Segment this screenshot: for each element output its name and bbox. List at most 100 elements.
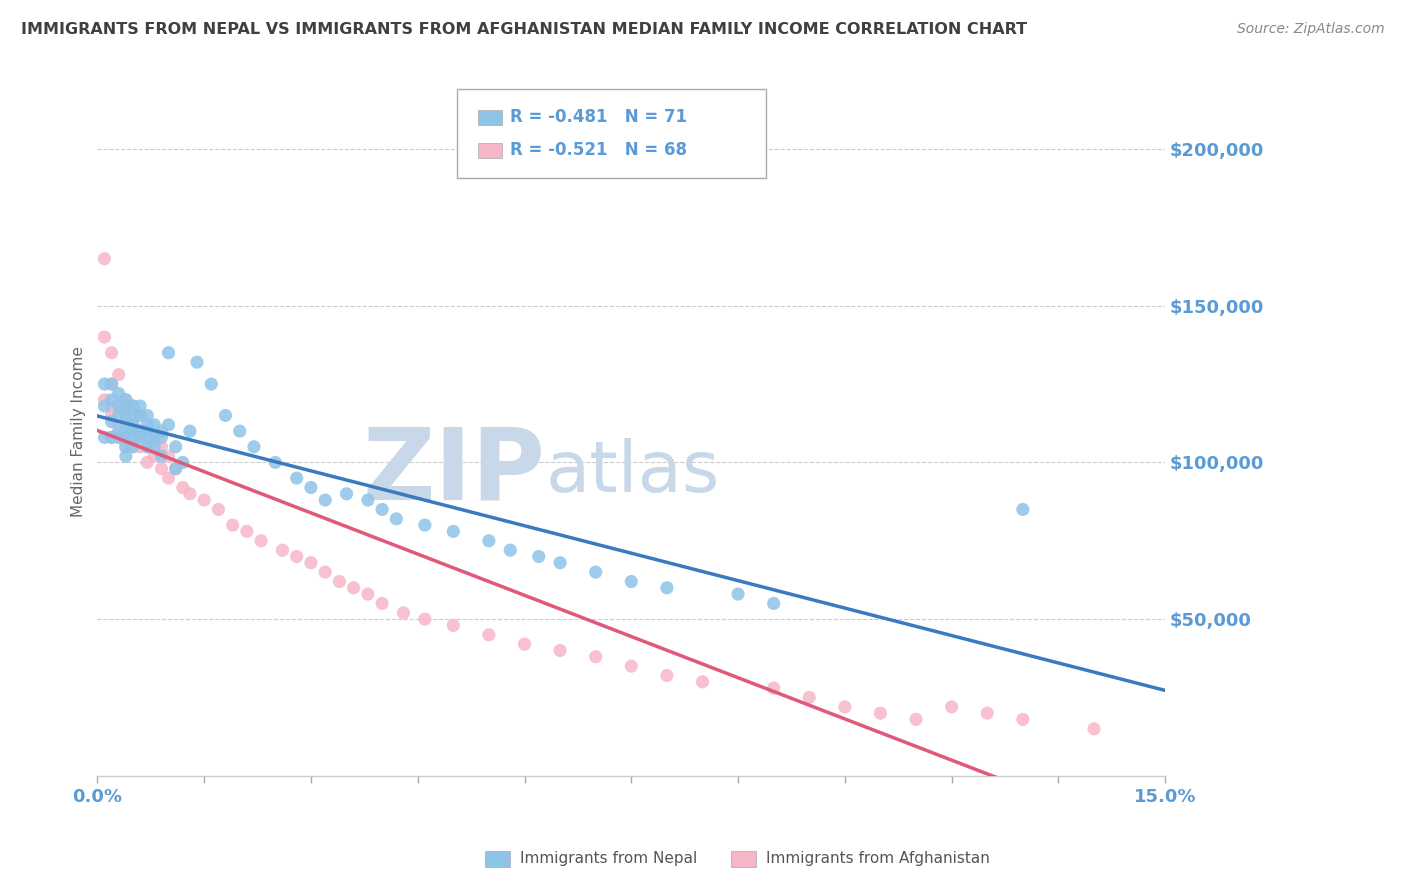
- Point: [107, 430, 129, 444]
- Point: [93, 377, 115, 392]
- Point: [114, 417, 136, 432]
- Text: Source: ZipAtlas.com: Source: ZipAtlas.com: [1237, 22, 1385, 37]
- Text: Immigrants from Nepal: Immigrants from Nepal: [520, 851, 697, 865]
- Point: [186, 355, 208, 369]
- Point: [107, 417, 129, 432]
- Point: [441, 618, 464, 632]
- Point: [122, 430, 145, 444]
- Point: [100, 392, 122, 407]
- Point: [107, 399, 129, 413]
- Y-axis label: Median Family Income: Median Family Income: [72, 346, 86, 516]
- Point: [136, 440, 159, 454]
- Point: [328, 574, 350, 589]
- Point: [905, 713, 928, 727]
- Point: [93, 430, 115, 444]
- Point: [93, 392, 115, 407]
- Point: [172, 481, 194, 495]
- Point: [100, 377, 122, 392]
- Point: [150, 430, 173, 444]
- Point: [100, 409, 122, 423]
- Point: [1083, 722, 1105, 736]
- Point: [548, 643, 571, 657]
- Point: [136, 417, 159, 432]
- Point: [100, 430, 122, 444]
- Point: [107, 399, 129, 413]
- Point: [413, 612, 436, 626]
- Point: [799, 690, 821, 705]
- Point: [143, 417, 166, 432]
- Point: [236, 524, 259, 539]
- Point: [136, 430, 159, 444]
- Point: [157, 449, 180, 463]
- Point: [314, 493, 336, 508]
- Point: [107, 409, 129, 423]
- Point: [143, 430, 166, 444]
- Point: [143, 449, 166, 463]
- Point: [129, 399, 152, 413]
- Point: [122, 399, 145, 413]
- Point: [499, 543, 522, 558]
- Point: [179, 424, 201, 438]
- Point: [122, 440, 145, 454]
- Point: [122, 424, 145, 438]
- Point: [157, 345, 180, 359]
- Point: [692, 674, 714, 689]
- Point: [129, 430, 152, 444]
- Point: [271, 543, 294, 558]
- Point: [620, 574, 643, 589]
- Point: [122, 399, 145, 413]
- Point: [100, 345, 122, 359]
- Point: [357, 493, 380, 508]
- Text: atlas: atlas: [546, 438, 720, 507]
- Point: [129, 440, 152, 454]
- Point: [513, 637, 536, 651]
- Point: [122, 409, 145, 423]
- Point: [172, 455, 194, 469]
- Point: [114, 430, 136, 444]
- Point: [165, 461, 187, 475]
- Point: [335, 487, 357, 501]
- Text: Immigrants from Afghanistan: Immigrants from Afghanistan: [766, 851, 990, 865]
- Point: [107, 386, 129, 401]
- Point: [200, 377, 222, 392]
- Point: [136, 409, 159, 423]
- Point: [585, 565, 607, 579]
- Point: [100, 430, 122, 444]
- Text: ZIP: ZIP: [363, 424, 546, 521]
- Point: [143, 440, 166, 454]
- Point: [1011, 502, 1033, 516]
- Point: [107, 368, 129, 382]
- Point: [762, 597, 785, 611]
- Point: [371, 597, 394, 611]
- Point: [114, 392, 136, 407]
- Point: [478, 628, 501, 642]
- Point: [93, 399, 115, 413]
- Point: [413, 518, 436, 533]
- Point: [100, 377, 122, 392]
- Point: [264, 455, 287, 469]
- Point: [129, 409, 152, 423]
- Point: [150, 449, 173, 463]
- Point: [129, 409, 152, 423]
- Point: [869, 706, 891, 721]
- Point: [620, 659, 643, 673]
- Point: [207, 502, 229, 516]
- Point: [655, 581, 678, 595]
- Point: [392, 606, 415, 620]
- Point: [1011, 713, 1033, 727]
- Point: [136, 455, 159, 469]
- Point: [385, 512, 408, 526]
- Point: [100, 415, 122, 429]
- Point: [122, 424, 145, 438]
- Point: [357, 587, 380, 601]
- Point: [441, 524, 464, 539]
- Point: [976, 706, 998, 721]
- Point: [834, 699, 856, 714]
- Point: [122, 417, 145, 432]
- Point: [129, 430, 152, 444]
- Point: [314, 565, 336, 579]
- Point: [114, 409, 136, 423]
- Text: IMMIGRANTS FROM NEPAL VS IMMIGRANTS FROM AFGHANISTAN MEDIAN FAMILY INCOME CORREL: IMMIGRANTS FROM NEPAL VS IMMIGRANTS FROM…: [21, 22, 1028, 37]
- Point: [114, 392, 136, 407]
- Point: [136, 424, 159, 438]
